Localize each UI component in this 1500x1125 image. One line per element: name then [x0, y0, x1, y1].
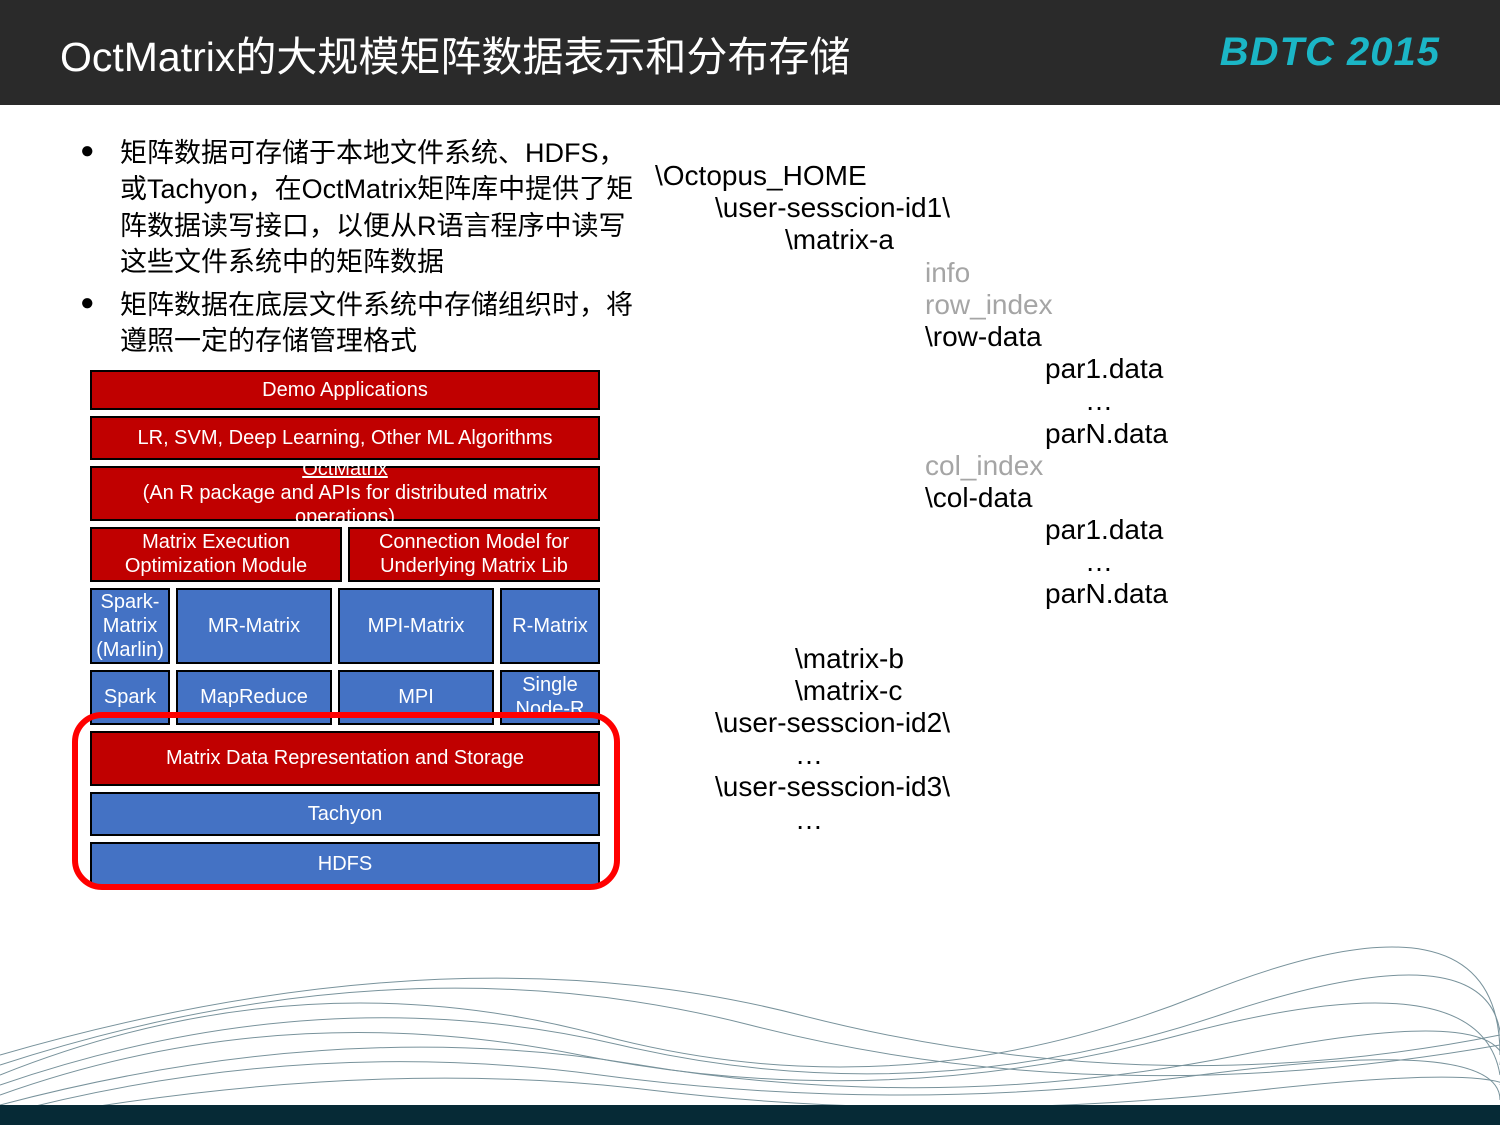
tree-line: parN.data: [655, 578, 1445, 610]
octmatrix-label: OctMatrix: [302, 457, 388, 481]
conference-logo: BDTC 2015: [1220, 30, 1440, 75]
diagram-row-engines: Spark MapReduce MPI Single Node-R: [90, 670, 600, 725]
tree-line: par1.data: [655, 514, 1445, 546]
footer-decoration: [0, 875, 1500, 1125]
diagram-layer-hdfs: HDFS: [90, 842, 600, 886]
tree-line: \Octopus_HOME: [655, 160, 1445, 192]
bullet-item: 矩阵数据在底层文件系统中存储组织时，将遵照一定的存储管理格式: [80, 287, 635, 360]
slide-title: OctMatrix的大规模矩阵数据表示和分布存储: [60, 23, 850, 83]
diagram-box-spark-matrix: Spark- Matrix (Marlin): [90, 588, 170, 664]
architecture-diagram: Demo Applications LR, SVM, Deep Learning…: [90, 370, 600, 886]
bullet-item: 矩阵数据可存储于本地文件系统、HDFS，或Tachyon，在OctMatrix矩…: [80, 135, 635, 281]
diagram-row-modules: Matrix Execution Optimization Module Con…: [90, 527, 600, 582]
directory-tree: \Octopus_HOME\user-sesscion-id1\\matrix-…: [655, 135, 1445, 892]
bullet-list: 矩阵数据可存储于本地文件系统、HDFS，或Tachyon，在OctMatrix矩…: [80, 135, 635, 360]
diagram-box-r-matrix: R-Matrix: [500, 588, 600, 664]
diagram-layer-storage: Matrix Data Representation and Storage: [90, 731, 600, 786]
diagram-box-single-node-r: Single Node-R: [500, 670, 600, 725]
left-column: 矩阵数据可存储于本地文件系统、HDFS，或Tachyon，在OctMatrix矩…: [80, 135, 635, 892]
tree-line: …: [655, 739, 1445, 771]
diagram-layer-octmatrix: OctMatrix (An R package and APIs for dis…: [90, 466, 600, 521]
octmatrix-sublabel: (An R package and APIs for distributed m…: [96, 481, 594, 529]
diagram-box-exec-opt: Matrix Execution Optimization Module: [90, 527, 342, 582]
diagram-layer-demo: Demo Applications: [90, 370, 600, 410]
tree-line: col_index: [655, 450, 1445, 482]
slide-header: OctMatrix的大规模矩阵数据表示和分布存储 BDTC 2015: [0, 0, 1500, 105]
diagram-box-mpi-matrix: MPI-Matrix: [338, 588, 494, 664]
diagram-layer-tachyon: Tachyon: [90, 792, 600, 836]
tree-line: info: [655, 257, 1445, 289]
tree-line: \col-data: [655, 482, 1445, 514]
diagram-box-mr-matrix: MR-Matrix: [176, 588, 332, 664]
tree-line: …: [655, 804, 1445, 836]
tree-line: …: [655, 385, 1445, 417]
tree-line: \row-data: [655, 321, 1445, 353]
tree-line: \user-sesscion-id1\: [655, 192, 1445, 224]
diagram-layer-algorithms: LR, SVM, Deep Learning, Other ML Algorit…: [90, 416, 600, 460]
tree-line: \user-sesscion-id3\: [655, 771, 1445, 803]
tree-line: par1.data: [655, 353, 1445, 385]
tree-line: parN.data: [655, 418, 1445, 450]
diagram-box-mpi: MPI: [338, 670, 494, 725]
diagram-row-matrix-impl: Spark- Matrix (Marlin) MR-Matrix MPI-Mat…: [90, 588, 600, 664]
tree-line: row_index: [655, 289, 1445, 321]
tree-line: [655, 611, 1445, 643]
diagram-box-conn-model: Connection Model for Underlying Matrix L…: [348, 527, 600, 582]
tree-line: \user-sesscion-id2\: [655, 707, 1445, 739]
tree-line: \matrix-a: [655, 224, 1445, 256]
slide-content: 矩阵数据可存储于本地文件系统、HDFS，或Tachyon，在OctMatrix矩…: [0, 105, 1500, 892]
diagram-box-spark: Spark: [90, 670, 170, 725]
diagram-box-mapreduce: MapReduce: [176, 670, 332, 725]
tree-line: \matrix-b: [655, 643, 1445, 675]
tree-line: …: [655, 546, 1445, 578]
tree-line: \matrix-c: [655, 675, 1445, 707]
